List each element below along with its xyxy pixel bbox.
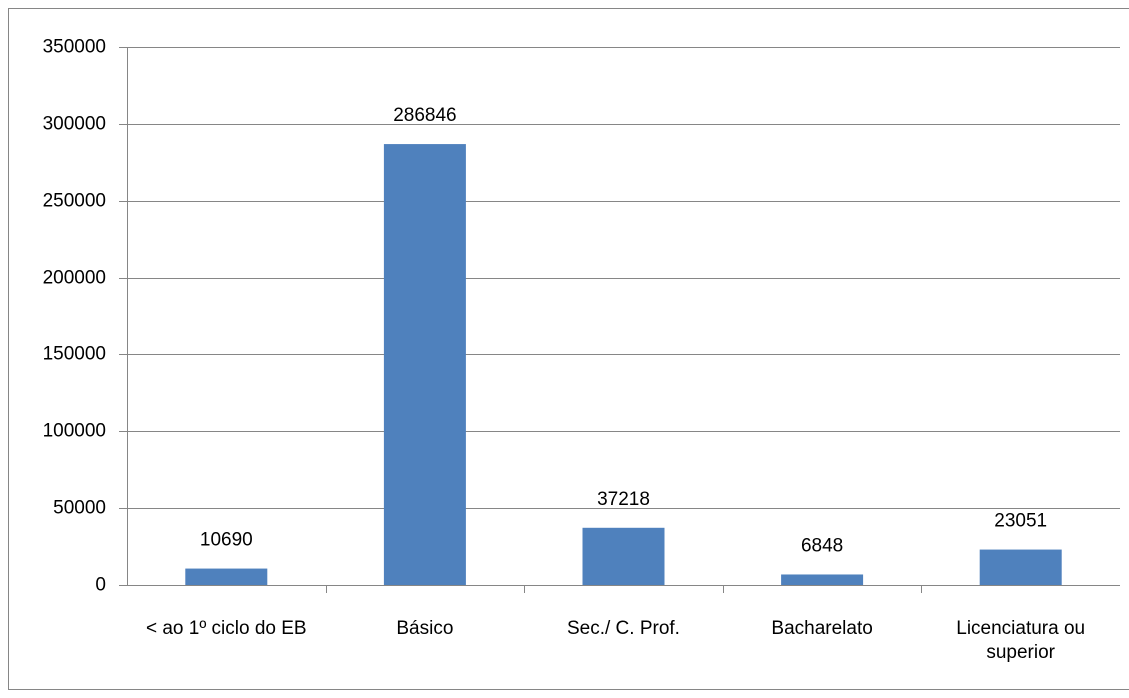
x-tick-label: Sec./ C. Prof. bbox=[566, 618, 680, 639]
bar bbox=[582, 527, 665, 585]
y-tick-label: 100000 bbox=[43, 421, 106, 442]
bar bbox=[781, 574, 864, 585]
y-tick-label: 350000 bbox=[43, 37, 106, 58]
y-tick-label: 50000 bbox=[53, 498, 106, 519]
x-tick-label: < ao 1º ciclo do EB bbox=[145, 618, 307, 639]
value-label: 10690 bbox=[200, 530, 253, 551]
x-tick-label: Básico bbox=[396, 618, 454, 639]
bar bbox=[185, 568, 268, 585]
y-tick-label: 200000 bbox=[43, 268, 106, 289]
x-tick-label: Bacharelato bbox=[771, 618, 873, 639]
value-label: 286846 bbox=[393, 105, 456, 126]
chart-border bbox=[8, 8, 1129, 690]
x-tick-label: Licenciatura ou superior bbox=[956, 618, 1086, 663]
y-tick-label: 300000 bbox=[43, 114, 106, 135]
y-tick-label: 150000 bbox=[43, 344, 106, 365]
value-label: 6848 bbox=[801, 535, 843, 556]
bar bbox=[979, 549, 1062, 585]
value-label: 23051 bbox=[994, 511, 1047, 532]
y-tick-label: 0 bbox=[95, 575, 106, 596]
bar bbox=[383, 144, 466, 585]
y-tick-label: 250000 bbox=[43, 191, 106, 212]
value-label: 37218 bbox=[597, 489, 650, 510]
